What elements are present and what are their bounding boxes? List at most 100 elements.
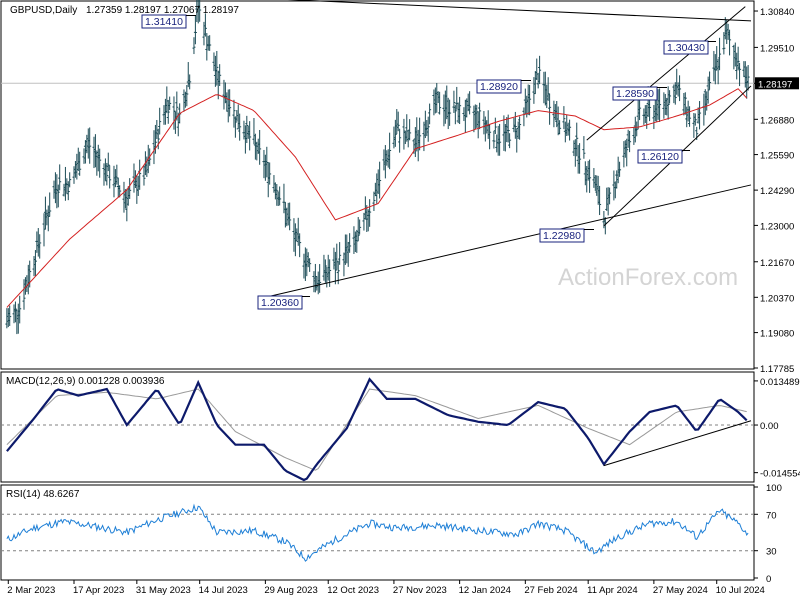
price-bar (98, 148, 102, 178)
level-label: 1.22980 (539, 228, 594, 243)
svg-text:1.26120: 1.26120 (641, 151, 679, 163)
price-bar (518, 116, 522, 140)
price-bar (293, 223, 297, 257)
x-tick-label: 12 Oct 2023 (327, 585, 379, 596)
price-bar (452, 90, 456, 113)
price-bar (13, 301, 17, 323)
price-bar (318, 264, 322, 293)
lower-trendline (263, 184, 752, 299)
price-bar (688, 106, 692, 127)
macd-layer (1, 377, 754, 482)
price-bar (268, 162, 272, 185)
price-bar (658, 88, 662, 122)
price-y-tick-label: 1.20370 (760, 293, 794, 304)
price-y-tick-label: 1.25590 (760, 151, 794, 162)
price-bar (393, 119, 397, 147)
price-bar (683, 92, 687, 115)
price-bar (228, 89, 232, 117)
svg-text:1.30430: 1.30430 (667, 42, 705, 54)
price-bar (618, 161, 622, 177)
price-bar (648, 97, 652, 122)
price-bar (736, 46, 740, 71)
price-bar (203, 13, 207, 37)
price-bar (708, 71, 712, 90)
price-y-tick-label: 1.28197 (758, 79, 792, 90)
price-bar (128, 178, 132, 199)
x-tick-label: 31 May 2023 (136, 585, 191, 596)
x-tick-label: 2 Mar 2023 (7, 585, 55, 596)
svg-text:1.28920: 1.28920 (480, 81, 518, 93)
price-bar (175, 91, 179, 121)
price-bar (308, 258, 312, 272)
price-bar (38, 234, 42, 259)
price-y-tick-label: 1.26880 (760, 115, 794, 126)
price-bar (338, 242, 342, 265)
price-bar (356, 217, 360, 242)
price-bar (142, 164, 146, 186)
price-bar (108, 165, 112, 189)
price-bar (635, 121, 639, 137)
level-label: 1.30430 (663, 40, 716, 55)
price-bar (192, 37, 196, 55)
level-label: 1.31410 (141, 14, 196, 29)
price-bar (693, 113, 697, 126)
price-bar (548, 93, 552, 125)
rsi-y-tick-label: 30 (766, 547, 777, 558)
price-bar (185, 85, 189, 107)
price-bar (558, 120, 562, 135)
level-label: 1.20360 (257, 295, 310, 310)
chart-header: GBPUSD,Daily 1.27359 1.28197 1.27067 1.2… (10, 5, 239, 16)
channel-upper-line (586, 6, 746, 141)
rsi-layer (1, 503, 754, 562)
price-bar (598, 185, 602, 216)
price-bar (628, 130, 632, 153)
price-bar (333, 251, 337, 285)
price-bar (468, 91, 472, 115)
price-bar (258, 129, 262, 165)
price-bar (568, 119, 572, 141)
price-bar (58, 164, 62, 191)
macd-signal-line (6, 388, 747, 471)
macd-line (6, 377, 748, 482)
price-bars (5, 0, 750, 335)
macd-y-tick-label: 0.013489 (760, 377, 800, 388)
price-bar (706, 76, 710, 104)
rsi-y-tick-label: 100 (766, 483, 782, 494)
price-bar (666, 86, 670, 120)
price-bar (498, 123, 502, 156)
price-bar (238, 113, 242, 141)
svg-text:1.31410: 1.31410 (145, 16, 183, 28)
price-bar (198, 0, 202, 22)
macd-y-tick-label: 0.00 (760, 421, 779, 432)
price-bar (493, 117, 497, 134)
price-bar (68, 172, 72, 188)
price-bar (233, 116, 237, 138)
price-bar (168, 96, 172, 111)
x-tick-label: 27 May 2024 (653, 585, 708, 596)
price-bar (323, 259, 327, 283)
price-bar (625, 138, 629, 167)
price-bar (746, 64, 750, 91)
price-bar (698, 101, 702, 130)
x-tick-label: 11 Apr 2024 (587, 585, 638, 596)
axis-layer: 1.30840 1.29510 1.28197 1.26880 1.25590 1.242… (7, 7, 800, 596)
price-bar (218, 64, 222, 87)
price-bar (453, 105, 457, 125)
price-bar (582, 136, 586, 159)
x-tick-label: 12 Jan 2024 (459, 585, 511, 596)
price-bar (248, 121, 252, 151)
price-bar (418, 117, 422, 151)
price-bar (575, 122, 579, 157)
svg-text:1.22980: 1.22980 (543, 230, 581, 242)
macd-title: MACD(12,26,9) 0.001228 0.003936 (6, 376, 165, 387)
price-bar (288, 202, 292, 231)
symbol-label: GBPUSD,Daily (10, 5, 77, 16)
price-bar (66, 181, 70, 201)
price-bar (428, 103, 432, 125)
watermark: ActionForex.com (558, 264, 738, 291)
level-label: 1.28590 (612, 86, 667, 101)
price-bar (488, 124, 492, 150)
price-bar (158, 107, 162, 135)
x-tick-label: 10 Jul 2024 (716, 585, 765, 596)
price-bar (358, 219, 362, 235)
